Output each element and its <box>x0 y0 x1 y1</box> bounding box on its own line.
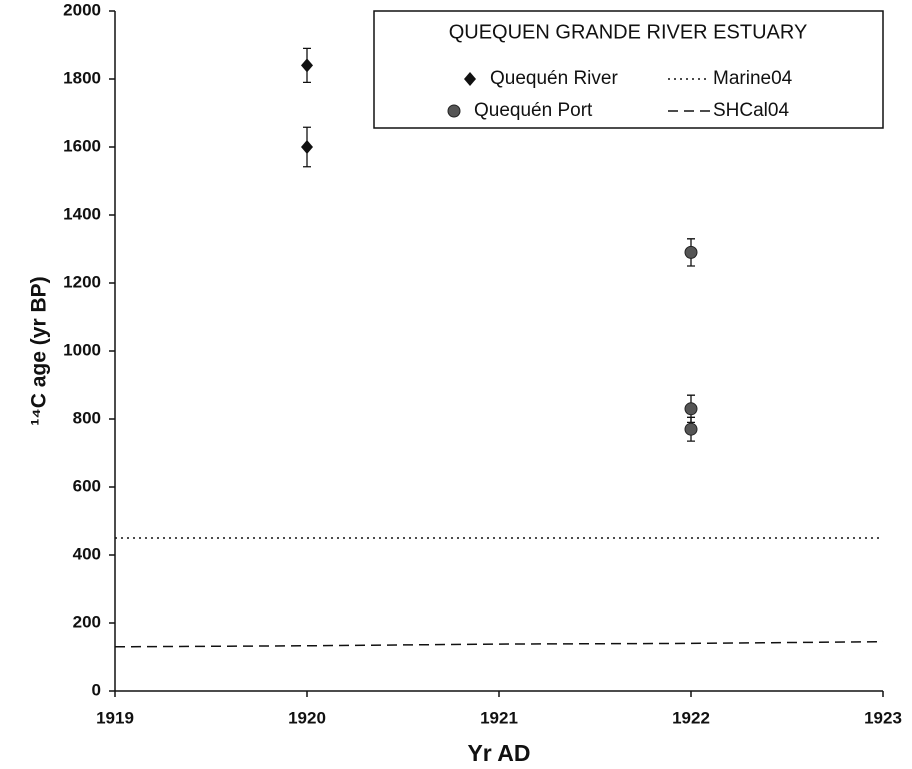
y-tick-label: 1200 <box>63 272 101 291</box>
legend-label: Quequén River <box>490 68 618 89</box>
y-tick-label: 0 <box>92 680 101 699</box>
y-tick-label: 1800 <box>63 68 101 87</box>
point <box>684 422 698 436</box>
legend-marker <box>464 72 476 86</box>
legend-title: QUEQUEN GRANDE RIVER ESTUARY <box>449 21 808 43</box>
x-tick-label: 1923 <box>864 708 902 727</box>
x-tick-label: 1922 <box>672 708 710 727</box>
y-tick-label: 400 <box>73 544 101 563</box>
y-tick-label: 600 <box>73 476 101 495</box>
legend-label: SHCal04 <box>713 100 789 121</box>
y-tick-label: 800 <box>73 408 101 427</box>
y-tick-label: 2000 <box>63 0 101 19</box>
x-tick-label: 1921 <box>480 708 518 727</box>
y-tick-label: 1000 <box>63 340 101 359</box>
y-tick-label: 1400 <box>63 204 101 223</box>
x-tick-label: 1920 <box>288 708 326 727</box>
line <box>114 640 884 648</box>
y-tick-label: 1600 <box>63 136 101 155</box>
point <box>301 58 313 73</box>
x-tick-label: 1919 <box>96 708 134 727</box>
legend-marker <box>447 104 461 118</box>
y-tick-label: 200 <box>73 612 101 631</box>
y-axis-label: ¹⁴C age (yr BP) <box>28 276 51 425</box>
point <box>684 245 698 259</box>
legend-label: Quequén Port <box>474 100 593 121</box>
point <box>684 402 698 416</box>
point <box>301 140 313 154</box>
legend-label: Marine04 <box>713 68 793 89</box>
x-axis-label: Yr AD <box>467 740 530 766</box>
